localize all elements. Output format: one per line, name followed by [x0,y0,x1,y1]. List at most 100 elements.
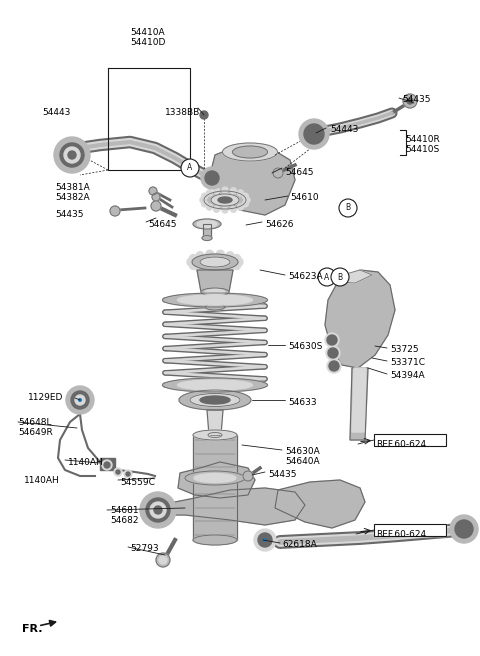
Polygon shape [325,270,395,368]
Polygon shape [374,434,446,446]
Circle shape [196,264,204,272]
Text: 54633: 54633 [288,398,317,407]
Circle shape [71,391,89,409]
Circle shape [206,190,213,196]
Circle shape [149,187,157,195]
Circle shape [201,167,223,189]
Ellipse shape [193,535,237,545]
Polygon shape [100,458,115,470]
Ellipse shape [190,394,240,407]
Text: 54623A: 54623A [288,272,323,281]
Ellipse shape [163,378,267,392]
Circle shape [75,395,85,405]
Circle shape [150,502,166,518]
Ellipse shape [185,471,245,485]
Text: 54648L
54649R: 54648L 54649R [18,418,53,438]
Ellipse shape [178,295,252,305]
Circle shape [226,264,234,272]
Polygon shape [203,224,211,238]
Circle shape [339,199,357,217]
Ellipse shape [200,257,230,267]
Circle shape [78,398,82,402]
Circle shape [230,206,237,213]
Ellipse shape [201,288,229,296]
Circle shape [114,468,122,476]
Polygon shape [332,270,372,283]
Ellipse shape [193,219,221,229]
Polygon shape [210,145,295,215]
Text: 54645: 54645 [285,168,313,177]
Circle shape [205,250,214,258]
Circle shape [202,201,208,207]
Circle shape [331,268,349,286]
Polygon shape [197,270,233,292]
Text: 53725: 53725 [390,345,419,354]
Circle shape [205,171,219,185]
Text: B: B [337,272,343,281]
Circle shape [273,168,283,178]
Circle shape [202,193,208,199]
Circle shape [151,201,161,211]
Text: 54681
54682: 54681 54682 [110,506,139,525]
Ellipse shape [194,474,236,483]
Circle shape [126,472,130,476]
Text: 1338BB: 1338BB [165,108,200,117]
Circle shape [329,361,339,371]
Circle shape [146,498,170,522]
Circle shape [325,333,339,347]
Circle shape [104,462,110,468]
Circle shape [181,159,199,177]
Circle shape [242,201,248,207]
Text: 1129ED: 1129ED [28,393,63,402]
Circle shape [200,197,206,203]
Text: 54626: 54626 [265,220,293,229]
Circle shape [154,506,162,514]
Text: 54410R
54410S: 54410R 54410S [405,135,440,154]
Circle shape [156,553,170,567]
Text: 54443: 54443 [330,125,359,134]
Circle shape [190,262,197,270]
Text: 54435: 54435 [55,210,84,219]
Circle shape [407,98,413,104]
Circle shape [244,197,250,203]
Text: 54559C: 54559C [120,478,155,487]
Text: REF.60-624: REF.60-624 [376,440,426,449]
Ellipse shape [218,197,232,203]
Circle shape [124,470,132,478]
Ellipse shape [200,396,230,404]
Text: 1140AH: 1140AH [68,458,104,467]
Polygon shape [193,435,237,540]
Circle shape [230,188,237,194]
Circle shape [140,492,176,528]
Circle shape [222,207,228,213]
Circle shape [214,206,219,213]
Ellipse shape [179,390,251,410]
Text: 54410A
54410D: 54410A 54410D [130,28,166,47]
Polygon shape [178,462,255,498]
Circle shape [263,538,267,542]
Circle shape [152,193,160,201]
Ellipse shape [211,194,239,206]
Circle shape [238,190,243,196]
Circle shape [327,359,341,373]
Polygon shape [158,488,305,525]
Text: 1140AH: 1140AH [24,476,60,485]
Text: 54443: 54443 [42,108,71,117]
Text: REF.60-624: REF.60-624 [376,530,426,539]
Circle shape [205,266,214,274]
Circle shape [159,556,167,564]
Circle shape [233,255,240,262]
Text: 54630S: 54630S [288,342,323,351]
Text: 53371C: 53371C [390,358,425,367]
Polygon shape [374,524,446,536]
Polygon shape [275,480,365,528]
Circle shape [235,258,243,266]
Circle shape [455,520,473,538]
Text: 62618A: 62618A [282,540,317,549]
Circle shape [200,111,208,119]
Circle shape [110,206,120,216]
Circle shape [233,262,240,270]
Circle shape [242,193,248,199]
Text: 54435: 54435 [268,470,297,479]
Circle shape [214,188,219,194]
